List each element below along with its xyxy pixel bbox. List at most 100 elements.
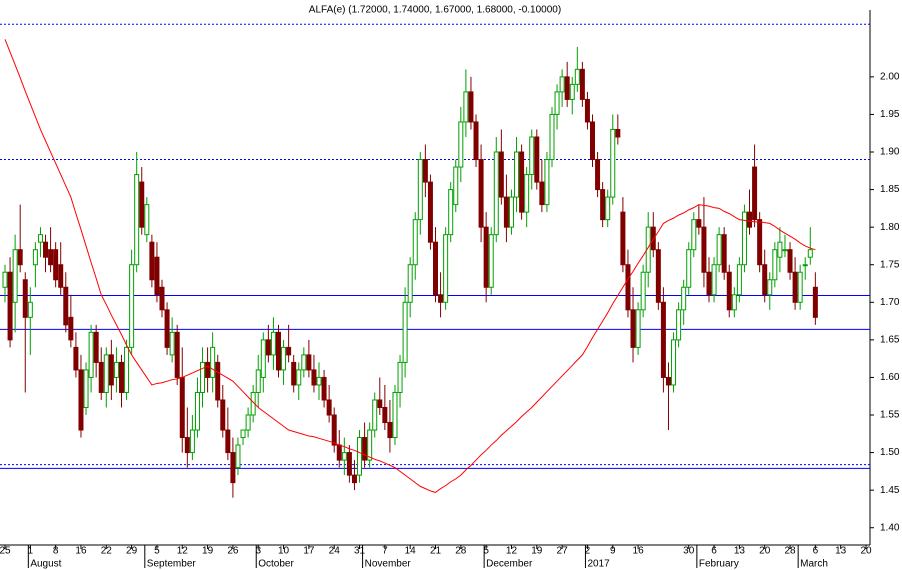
candle-body bbox=[326, 399, 332, 416]
x-tick-label: 6 bbox=[711, 546, 717, 557]
candle-body bbox=[696, 219, 702, 228]
candle-body bbox=[706, 271, 712, 296]
y-tick-label: 1.75 bbox=[880, 259, 900, 270]
x-tick-label: 12 bbox=[177, 546, 189, 557]
x-tick-label: 13 bbox=[734, 546, 746, 557]
month-label: September bbox=[147, 559, 197, 570]
candle-body bbox=[458, 121, 464, 168]
candle-body bbox=[286, 346, 292, 356]
candle-body bbox=[787, 249, 793, 273]
candle-body bbox=[240, 429, 246, 439]
candle-body bbox=[478, 159, 484, 228]
candle-body bbox=[483, 226, 489, 288]
month-label: October bbox=[258, 559, 294, 570]
candle-body bbox=[595, 159, 601, 191]
candle-body bbox=[78, 369, 84, 431]
x-tick-label: 16 bbox=[633, 546, 645, 557]
candle-body bbox=[37, 234, 43, 243]
candle-body bbox=[549, 113, 555, 161]
candle-body bbox=[488, 234, 494, 288]
x-tick-label: 22 bbox=[101, 546, 113, 557]
candle-body bbox=[306, 354, 312, 371]
x-tick-label: 14 bbox=[405, 546, 417, 557]
candle-body bbox=[574, 68, 580, 85]
candle-body bbox=[448, 189, 454, 236]
candle-body bbox=[346, 452, 352, 476]
y-tick-label: 1.70 bbox=[880, 297, 900, 308]
candle-body bbox=[139, 181, 145, 228]
x-tick-label: 12 bbox=[506, 546, 518, 557]
candle-body bbox=[554, 91, 560, 115]
candle-body bbox=[524, 174, 530, 213]
candle-body bbox=[27, 301, 33, 318]
candle-body bbox=[655, 249, 661, 303]
candle-body bbox=[255, 369, 261, 393]
candle-body bbox=[58, 264, 64, 288]
candle-body bbox=[357, 437, 363, 476]
candle-body bbox=[397, 361, 403, 393]
candle-body bbox=[220, 399, 226, 431]
candle-body bbox=[564, 76, 570, 100]
candle-body bbox=[463, 91, 469, 123]
month-label: March bbox=[800, 559, 828, 570]
candle-body bbox=[210, 346, 216, 378]
candle-body bbox=[412, 219, 418, 266]
candle-body bbox=[68, 316, 74, 341]
candle-body bbox=[88, 331, 94, 378]
chart-title: ALFA(e) (1.72000, 1.74000, 1.67000, 1.68… bbox=[309, 5, 561, 16]
candle-body bbox=[610, 128, 616, 198]
x-tick-label: 1 bbox=[28, 546, 34, 557]
y-tick-label: 1.90 bbox=[880, 147, 900, 158]
x-tick-label: 9 bbox=[610, 546, 616, 557]
month-label: 2017 bbox=[587, 559, 610, 570]
y-tick-label: 1.40 bbox=[880, 522, 900, 533]
candle-body bbox=[402, 301, 408, 363]
y-tick-label: 1.60 bbox=[880, 372, 900, 383]
candle-body bbox=[767, 279, 773, 296]
x-tick-label: 10 bbox=[278, 546, 290, 557]
x-tick-label: 30 bbox=[683, 546, 695, 557]
candle-body bbox=[194, 391, 200, 431]
candle-body bbox=[473, 121, 479, 161]
candle-body bbox=[600, 189, 606, 221]
candle-body bbox=[559, 76, 565, 93]
candle-body bbox=[569, 83, 575, 100]
candle-body bbox=[17, 249, 23, 266]
candle-body bbox=[341, 452, 347, 461]
y-tick-label: 1.95 bbox=[880, 109, 900, 120]
candle-body bbox=[539, 181, 545, 206]
candle-body bbox=[331, 414, 337, 446]
month-label: November bbox=[365, 559, 412, 570]
month-label: August bbox=[30, 559, 61, 570]
x-tick-label: 20 bbox=[759, 546, 771, 557]
y-tick-label: 2.00 bbox=[880, 72, 900, 83]
candle-body bbox=[665, 376, 671, 386]
candle-body bbox=[63, 286, 69, 326]
candle-body bbox=[129, 264, 135, 348]
candle-body bbox=[686, 249, 692, 288]
candle-body bbox=[731, 294, 737, 311]
month-label: December bbox=[486, 559, 533, 570]
candle-body bbox=[635, 309, 641, 348]
candle-body bbox=[260, 339, 266, 378]
candle-body bbox=[772, 249, 778, 281]
candle-body bbox=[417, 159, 423, 221]
x-tick-label: 28 bbox=[455, 546, 467, 557]
candle-body bbox=[43, 241, 49, 258]
candle-body bbox=[407, 264, 413, 303]
candle-body bbox=[508, 196, 514, 228]
candle-body bbox=[645, 226, 651, 273]
candle-body bbox=[777, 241, 783, 258]
y-tick-label: 1.85 bbox=[880, 184, 900, 195]
candle-body bbox=[230, 452, 236, 484]
candle-body bbox=[149, 241, 155, 281]
candle-body bbox=[159, 286, 165, 311]
candle-body bbox=[757, 219, 763, 266]
candle-body bbox=[468, 91, 474, 123]
x-tick-label: 19 bbox=[531, 546, 543, 557]
candle-body bbox=[48, 249, 54, 266]
candle-body bbox=[164, 309, 170, 348]
candle-body bbox=[367, 429, 373, 461]
candle-body bbox=[736, 264, 742, 296]
candle-body bbox=[377, 399, 383, 408]
